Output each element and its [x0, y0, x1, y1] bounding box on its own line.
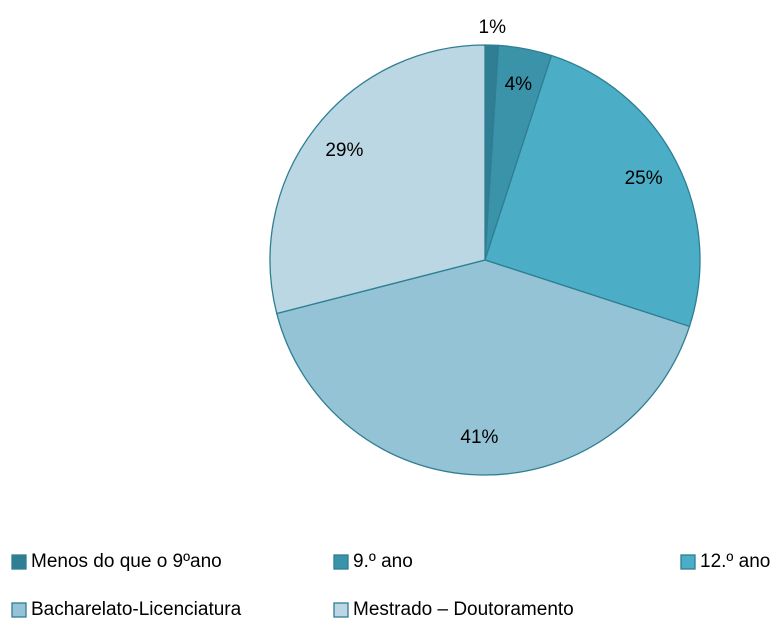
data-label: 41%	[460, 427, 498, 448]
legend-label: 9.º ano	[353, 551, 413, 572]
legend-label: Mestrado – Doutoramento	[353, 599, 574, 620]
legend-swatch	[333, 554, 349, 570]
data-label: 29%	[325, 140, 363, 161]
legend-label: Bacharelato-Licenciatura	[31, 599, 242, 620]
pie-slice	[275, 259, 691, 476]
pie-slice	[269, 44, 486, 315]
data-label: 25%	[625, 168, 663, 189]
data-label: 4%	[505, 74, 533, 95]
legend-label: Menos do que o 9ºano	[31, 551, 222, 572]
legend-swatch	[680, 554, 696, 570]
legend-label: 12.º ano	[700, 551, 770, 572]
legend-swatch	[11, 554, 27, 570]
legend-swatch	[333, 602, 349, 618]
legend-swatch	[11, 602, 27, 618]
pie-slice	[484, 54, 701, 328]
data-label: 1%	[479, 17, 507, 38]
